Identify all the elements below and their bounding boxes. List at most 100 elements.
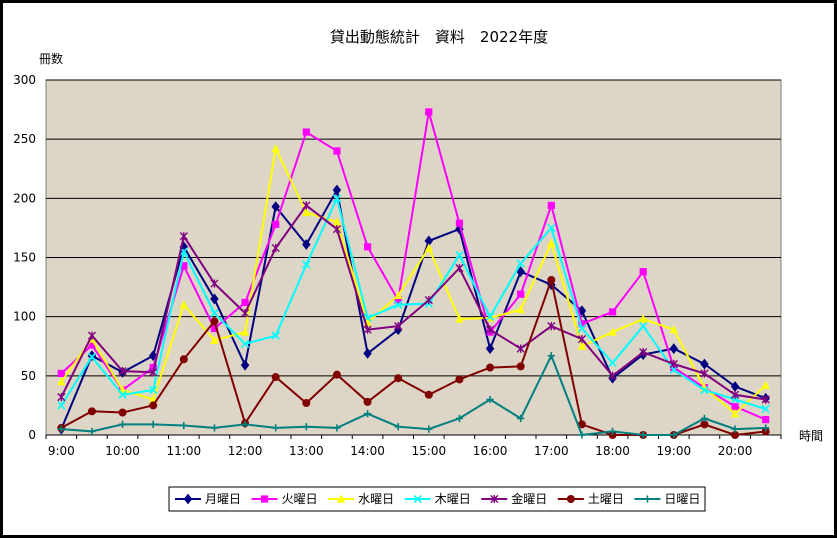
- data-point: [547, 223, 556, 233]
- data-point: [149, 385, 158, 395]
- data-point: [271, 201, 280, 213]
- data-point: [394, 290, 403, 299]
- data-point: [180, 421, 188, 430]
- series-line: [61, 353, 766, 437]
- data-point: [455, 264, 464, 273]
- legend-label: 月曜日: [205, 492, 241, 506]
- data-point: [179, 232, 188, 241]
- data-point: [761, 404, 770, 414]
- y-tick-label: 300: [13, 73, 36, 87]
- data-point: [57, 401, 66, 410]
- data-point: [302, 423, 310, 431]
- data-point: [88, 427, 96, 436]
- data-point: [180, 262, 188, 270]
- data-point: [547, 201, 555, 210]
- data-point: [272, 220, 280, 228]
- data-point: [425, 108, 433, 116]
- data-point: [272, 424, 280, 432]
- data-point: [669, 343, 679, 355]
- data-point: [210, 293, 219, 305]
- data-point: [608, 327, 617, 336]
- data-point: [240, 359, 250, 371]
- data-point: [302, 260, 311, 269]
- data-point: [516, 304, 525, 314]
- data-point: [87, 407, 96, 416]
- data-point: [608, 371, 617, 380]
- data-point: [363, 325, 372, 334]
- series-line: [60, 145, 767, 416]
- data-point: [57, 425, 65, 433]
- data-point: [363, 347, 372, 359]
- data-point: [394, 300, 403, 309]
- data-point: [608, 358, 617, 367]
- data-point: [333, 424, 341, 432]
- data-point: [669, 359, 678, 369]
- data-point: [578, 320, 586, 328]
- data-point: [516, 266, 525, 278]
- data-point: [271, 144, 280, 153]
- y-tick-label: 0: [28, 428, 36, 442]
- data-point: [485, 343, 495, 355]
- data-point: [577, 324, 587, 333]
- y-tick-label: 150: [13, 251, 36, 265]
- data-point: [578, 431, 586, 439]
- data-point: [210, 308, 219, 318]
- legend-item: 土曜日: [557, 492, 624, 506]
- x-axis-title: 時間: [799, 429, 823, 443]
- data-point: [639, 314, 648, 323]
- data-point: [394, 374, 403, 383]
- data-point: [210, 317, 219, 326]
- data-point: [179, 300, 188, 309]
- data-point: [730, 390, 740, 399]
- x-tick-label: 9:00: [48, 444, 75, 458]
- legend-label: 日曜日: [664, 492, 700, 506]
- y-tick-label: 50: [21, 369, 36, 383]
- legend-label: 木曜日: [435, 492, 471, 506]
- data-point: [608, 427, 617, 436]
- legend-marker: [490, 494, 499, 504]
- x-tick-label: 12:00: [228, 444, 263, 458]
- data-point: [516, 362, 525, 371]
- data-point: [332, 217, 342, 226]
- data-point: [547, 275, 556, 284]
- series-7: [57, 352, 770, 439]
- data-point: [302, 207, 311, 217]
- data-point: [87, 352, 97, 362]
- data-point: [302, 239, 311, 250]
- data-point: [57, 369, 65, 378]
- data-point: [332, 225, 342, 234]
- legend-marker: [260, 495, 269, 503]
- legend-label: 水曜日: [358, 492, 394, 506]
- legend-item: 金曜日: [481, 491, 547, 506]
- x-tick-label: 15:00: [412, 444, 447, 458]
- data-point: [332, 184, 342, 196]
- legend-item: 水曜日: [328, 492, 394, 506]
- x-tick-label: 10:00: [105, 444, 140, 458]
- series-line: [60, 203, 766, 401]
- data-point: [149, 420, 157, 428]
- data-point: [700, 414, 709, 423]
- data-point: [302, 128, 310, 136]
- data-point: [486, 363, 495, 372]
- legend-label: 火曜日: [282, 492, 318, 506]
- data-point: [394, 423, 402, 431]
- data-point: [700, 385, 709, 395]
- data-point: [240, 327, 250, 336]
- data-point: [731, 431, 740, 439]
- data-point: [363, 410, 372, 418]
- x-tick-label: 14:00: [350, 444, 385, 458]
- series-3: [57, 144, 770, 418]
- data-point: [240, 309, 250, 318]
- data-point: [271, 243, 280, 253]
- data-point: [210, 424, 219, 432]
- data-point: [241, 298, 249, 307]
- data-point: [179, 355, 188, 364]
- data-point: [455, 219, 464, 227]
- data-point: [148, 350, 158, 362]
- x-tick-label: 18:00: [595, 444, 630, 458]
- chart-title: 貸出動態統計 資料 2022年度: [330, 28, 548, 46]
- data-point: [333, 147, 341, 155]
- data-point: [57, 393, 66, 402]
- data-point: [271, 331, 280, 340]
- y-tick-label: 250: [13, 132, 36, 146]
